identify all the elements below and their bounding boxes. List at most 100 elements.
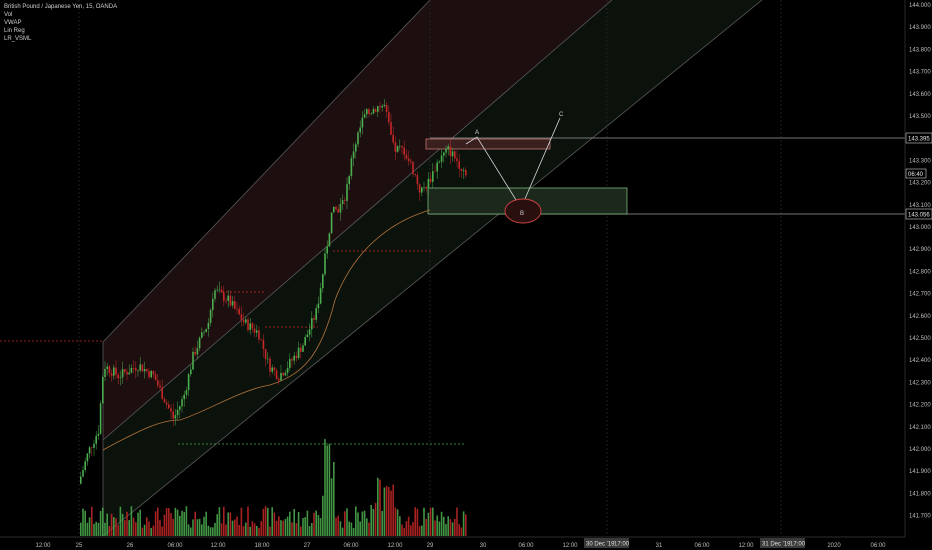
candle-body (88, 447, 91, 454)
candle-body (451, 151, 454, 157)
candle-body (179, 406, 181, 410)
candle-body (418, 184, 421, 193)
volume-bar (119, 506, 122, 536)
volume-bar (264, 506, 267, 536)
legend-indicator-lrvsml[interactable]: LR_VSML (4, 36, 32, 42)
time-tick-label: 12:00 (562, 543, 578, 549)
candle-body (157, 380, 159, 386)
volume-bar (176, 509, 179, 536)
candle-body (405, 154, 408, 159)
candle-body (412, 162, 414, 174)
grid-lines (78, 0, 782, 536)
candle-body (176, 409, 179, 416)
candle-body (352, 151, 355, 159)
volume-bar (326, 445, 328, 536)
candle-body (313, 318, 315, 320)
volume-bar (262, 508, 265, 536)
chart-legend[interactable]: British Pound / Japanese Yen, 15, OANDA … (4, 3, 117, 43)
candle-body (363, 114, 366, 118)
volume-bar (201, 524, 203, 536)
resistance-zone[interactable] (425, 138, 551, 150)
price-axis-bg[interactable] (905, 0, 932, 550)
time-axis-bg[interactable] (0, 537, 905, 550)
candle-body (102, 377, 104, 404)
legend-indicator-linreg[interactable]: Lin Reg (4, 28, 25, 34)
volume-bar (390, 490, 392, 536)
volume-bar (379, 479, 381, 536)
price-tick-label: 143.100 (909, 203, 931, 209)
volume-bar (95, 521, 97, 536)
time-tick-label: 06:00 (518, 543, 534, 549)
volume-bar (313, 512, 315, 536)
price-tick-label: 143.600 (909, 92, 931, 98)
candle-body (458, 161, 460, 169)
vwap-line (102, 209, 431, 451)
candle-body (403, 147, 405, 155)
candle-body (341, 200, 344, 205)
candle-body (198, 337, 201, 349)
time-badge-2-time: 17:00 (790, 542, 806, 548)
legend-indicator-vwap[interactable]: VWAP (4, 20, 22, 26)
legend-indicator-vol[interactable]: Vol (4, 12, 13, 18)
candle-body (319, 288, 322, 304)
volume-bar (271, 507, 273, 536)
volume-bar (93, 523, 95, 536)
price-tag-lower-text: 143.056 (908, 213, 930, 219)
candle-body (348, 176, 350, 185)
candle-body (335, 206, 337, 209)
candle-body (282, 372, 284, 376)
volume-bar (392, 484, 394, 536)
volume-bar (238, 524, 240, 536)
wave-label-b: B (520, 211, 524, 217)
candle-body (454, 151, 456, 159)
candle-body (445, 149, 447, 153)
volume-bar (286, 516, 289, 536)
target-circle[interactable] (504, 198, 542, 224)
volume-bar (267, 507, 269, 536)
candle-body (130, 368, 133, 373)
candle-body (194, 351, 196, 355)
price-tick-label: 141.700 (909, 514, 931, 520)
volume-bar (414, 507, 416, 536)
volume-bar (139, 509, 141, 536)
volume-bar (339, 521, 342, 536)
volume-bar (293, 508, 295, 536)
volume-bar (84, 510, 86, 536)
candle-body (218, 289, 221, 291)
volume-bar (80, 522, 82, 536)
volume-bar (381, 511, 383, 536)
candle-body (447, 146, 449, 150)
volume-bar (302, 518, 304, 536)
candle-body (401, 146, 403, 148)
candle-body (137, 370, 139, 372)
candle-body (187, 374, 190, 391)
candle-body (425, 187, 427, 189)
price-tick-label: 143.200 (909, 181, 931, 187)
volume-bar (91, 506, 93, 536)
candle-body (350, 158, 353, 177)
candle-body (82, 470, 84, 477)
volume-bar (247, 506, 249, 536)
wave-label-c: C (559, 112, 564, 118)
price-tick-label: 141.900 (909, 469, 931, 475)
candle-body (304, 337, 306, 346)
channel-upper-line (102, 0, 431, 343)
volume-bar (234, 519, 236, 536)
volume-bar (445, 523, 447, 536)
time-axis-ticks: 12:00 25 26 06:00 12:00 18:00 27 06:00 12:00 29 30… (35, 543, 886, 549)
time-tick-label: 12:00 (210, 543, 226, 549)
price-tick-label: 142.600 (909, 314, 931, 320)
volume-bar (377, 477, 379, 536)
price-tick-label: 143.500 (909, 114, 931, 120)
volume-bar (245, 522, 247, 536)
candle-body (339, 204, 342, 213)
volume-bar (251, 521, 254, 536)
volume-bar (99, 510, 102, 536)
time-tick-label: 12:00 (387, 543, 403, 549)
time-badge-2-date: 31 Dec '19 (762, 542, 791, 548)
volume-bar (388, 486, 390, 536)
time-badge-1-date: 30 Dec '19 (586, 542, 615, 548)
volume-bar (315, 510, 317, 536)
candle-body (84, 461, 86, 471)
